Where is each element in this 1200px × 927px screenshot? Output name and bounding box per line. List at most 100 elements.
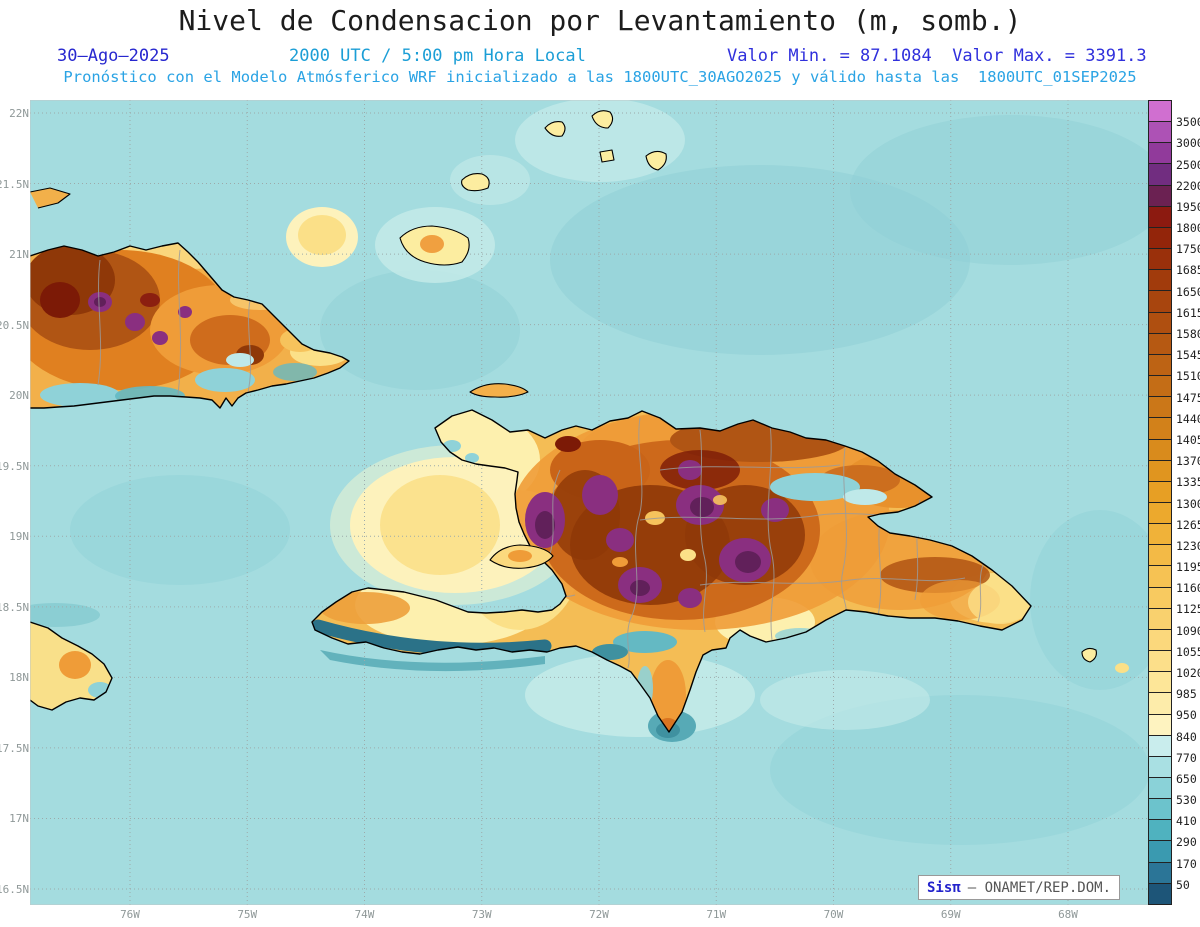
colorbar-swatch xyxy=(1149,460,1171,482)
colorbar-boxes xyxy=(1148,100,1172,905)
colorbar-label: 1055 xyxy=(1176,644,1200,659)
colorbar-swatch xyxy=(1149,820,1171,842)
colorbar-label: 3500 xyxy=(1176,115,1200,130)
colorbar-swatch xyxy=(1149,587,1171,609)
colorbar-swatch xyxy=(1149,608,1171,630)
colorbar-swatch xyxy=(1149,249,1171,271)
colorbar-label: 1335 xyxy=(1176,475,1200,490)
colorbar-swatch xyxy=(1149,481,1171,503)
colorbar-swatch xyxy=(1149,143,1171,165)
little-inagua-coastline xyxy=(461,173,490,192)
colorbar-swatch xyxy=(1149,376,1171,398)
lat-tick-label: 20.5N xyxy=(0,318,30,332)
lon-tick-label: 69W xyxy=(940,908,961,921)
lon-tick-label: 76W xyxy=(120,908,140,921)
colorbar-label: 1160 xyxy=(1176,581,1200,596)
lon-tick-label: 70W xyxy=(823,908,844,921)
forecast-subtitle: Pronóstico con el Modelo Atmósferico WRF… xyxy=(63,68,1137,86)
colorbar-swatch xyxy=(1149,185,1171,207)
colorbar-swatch xyxy=(1149,227,1171,250)
lon-tick-label: 74W xyxy=(354,908,375,921)
lat-tick-label: 21N xyxy=(9,248,29,262)
colorbar-label: 1125 xyxy=(1176,602,1200,617)
colorbar-swatch xyxy=(1149,122,1171,144)
lat-tick-label: 19N xyxy=(9,530,29,544)
colorbar-swatch xyxy=(1149,545,1171,567)
jamaica xyxy=(30,621,113,711)
colorbar-label: 1265 xyxy=(1176,517,1200,532)
colorbar-label: 1545 xyxy=(1176,348,1200,363)
lon-tick-label: 73W xyxy=(471,908,492,921)
lat-tick-label: 17.5N xyxy=(0,741,30,755)
colorbar-label: 1475 xyxy=(1176,390,1200,405)
tortue-island-coastline xyxy=(469,383,529,398)
hispaniola-contour-fills xyxy=(312,410,1031,732)
colorbar-swatch xyxy=(1149,333,1171,355)
colorbar-label: 3000 xyxy=(1176,136,1200,151)
colorbar-swatch xyxy=(1149,799,1171,821)
minmax-label: Valor Min. = 87.1084 Valor Max. = 3391.3 xyxy=(727,46,1147,66)
colorbar-label: 1685 xyxy=(1176,263,1200,278)
caicos-island-2-coastline xyxy=(591,110,614,129)
page-title: Nivel de Condensacion por Levantamiento … xyxy=(178,4,1022,37)
lat-tick-label: 16.5N xyxy=(0,882,30,896)
colorbar-label: 1020 xyxy=(1176,665,1200,680)
lat-tick-label: 21.5N xyxy=(0,177,30,191)
colorbar-label: 840 xyxy=(1176,729,1197,744)
colorbar-label: 1440 xyxy=(1176,411,1200,426)
colorbar-label: 2200 xyxy=(1176,178,1200,193)
valid-time-label: 2000 UTC / 5:00 pm Hora Local xyxy=(289,46,586,66)
colorbar-swatch xyxy=(1149,841,1171,863)
mona-island-coastline xyxy=(1081,647,1097,663)
colorbar-swatch xyxy=(1149,502,1171,525)
lon-tick-label: 75W xyxy=(237,908,258,921)
colorbar-label: 1090 xyxy=(1176,623,1200,638)
lon-tick-label: 71W xyxy=(706,908,727,921)
colorbar-swatch xyxy=(1149,312,1171,334)
colorbar-swatch xyxy=(1149,672,1171,694)
turks-island-coastline xyxy=(645,150,667,171)
colorbar-swatch xyxy=(1149,206,1171,228)
colorbar-swatch xyxy=(1149,778,1171,800)
caicos-island-3-coastline xyxy=(599,149,615,163)
hispaniola xyxy=(311,409,1032,733)
colorbar-label: 770 xyxy=(1176,750,1197,765)
colorbar-swatch xyxy=(1149,439,1171,461)
colorbar-label: 410 xyxy=(1176,814,1197,829)
colorbar-swatch xyxy=(1149,101,1171,123)
colorbar-label: 1750 xyxy=(1176,242,1200,257)
cuba xyxy=(30,187,350,409)
lon-tick-label: 68W xyxy=(1058,908,1078,921)
colorbar-label: 1370 xyxy=(1176,454,1200,469)
colorbar-swatch xyxy=(1149,756,1171,778)
colorbar-label: 1405 xyxy=(1176,432,1200,447)
colorbar-label: 2500 xyxy=(1176,157,1200,172)
colorbar-label: 1195 xyxy=(1176,560,1200,575)
lat-tick-label: 20N xyxy=(9,389,29,403)
watermark-brand: Sisπ xyxy=(927,879,961,896)
colorbar-swatch xyxy=(1149,883,1171,904)
hispaniola-coastline xyxy=(311,409,1032,733)
colorbar-label: 1510 xyxy=(1176,369,1200,384)
small-islands xyxy=(399,110,1097,663)
lat-tick-label: 18N xyxy=(9,671,29,685)
colorbar-swatch xyxy=(1149,566,1171,588)
colorbar-label: 650 xyxy=(1176,771,1197,786)
max-value-label: Valor Max. = 3391.3 xyxy=(952,46,1147,66)
min-value-label: Valor Min. = 87.1084 xyxy=(727,46,932,66)
colorbar-swatch xyxy=(1149,354,1171,377)
colorbar-swatch xyxy=(1149,270,1171,292)
colorbar-label: 950 xyxy=(1176,708,1197,723)
colorbar-swatch xyxy=(1149,397,1171,419)
colorbar-swatch xyxy=(1149,651,1171,673)
cuba-coastline xyxy=(30,242,350,409)
colorbar-label: 1580 xyxy=(1176,327,1200,342)
watermark-badge: Sisπ — ONAMET/REP.DOM. xyxy=(918,875,1121,900)
colorbar-swatch xyxy=(1149,629,1171,652)
cuba-north-coast-fragment xyxy=(30,187,71,209)
colorbar-label: 50 xyxy=(1176,877,1190,892)
colorbar-label: 170 xyxy=(1176,856,1197,871)
